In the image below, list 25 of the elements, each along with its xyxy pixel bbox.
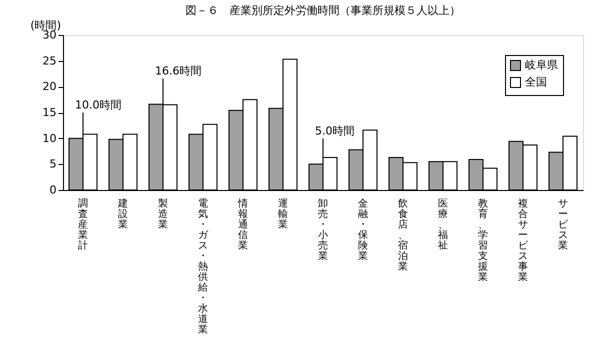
x-tick-label: 製造業 — [158, 198, 168, 230]
annotation: 16.6時間 — [155, 64, 202, 78]
legend-label: 岐阜県 — [525, 58, 558, 72]
x-tick-label: 情報通信業 — [237, 198, 248, 252]
y-tick-label: 5 — [50, 158, 56, 171]
x-tick-label: 調査産業計 — [78, 198, 88, 252]
category-label: 電気・ガス・熱供給・水道業 — [198, 198, 208, 336]
y-tick-label: 10 — [42, 132, 56, 145]
chart-title: 図－６ 産業別所定外労働時間（事業所規模５人以上） — [186, 4, 460, 17]
y-tick-label: 0 — [50, 184, 56, 196]
x-tick-label: 金融・保険業 — [358, 198, 368, 262]
y-tick-label: 15 — [42, 106, 56, 119]
y-tick-label: 20 — [42, 80, 56, 94]
x-tick-label: 教育、学習支援業 — [478, 198, 488, 283]
x-tick-label: 卸売・小売業 — [318, 198, 328, 262]
x-tick-label: 運輸業 — [278, 198, 288, 230]
x-tick-label: 飲食店、宿泊業 — [398, 198, 408, 272]
x-tick-label: サービス業 — [558, 198, 569, 252]
y-tick-label: 25 — [42, 54, 56, 68]
annotation: 10.0時間 — [75, 98, 122, 112]
annotation: 5.0時間 — [315, 124, 354, 138]
legend-label: 全国 — [525, 76, 547, 88]
x-tick-label: 複合サービス事業 — [518, 198, 529, 283]
x-tick-label: 医療、福祉 — [438, 198, 448, 252]
x-tick-label: 建設業 — [117, 198, 128, 230]
